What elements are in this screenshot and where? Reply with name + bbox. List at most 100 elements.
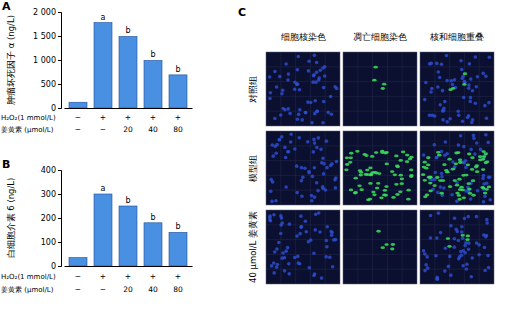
nucleus [430,87,434,91]
apoptotic-cell [442,163,446,166]
apoptotic-cell [390,248,394,251]
y-tick-label: 0 [51,262,56,271]
x-row-value: 80 [173,285,183,294]
nucleus [276,263,280,267]
nucleus [286,246,290,250]
significance-letter: a [101,13,106,22]
nucleus [273,250,277,254]
nucleus [325,245,329,249]
micrograph [266,52,340,126]
nucleus [331,265,335,269]
nucleus [284,156,288,160]
nucleus [474,102,478,106]
apoptotic-cell [349,152,353,155]
micrograph-grid [357,131,358,205]
apoptotic-cell [460,189,464,192]
nucleus [287,262,291,266]
apoptotic-cell [459,186,463,189]
nucleus [325,239,329,243]
nucleus [468,62,472,66]
apoptotic-cell [375,187,379,190]
significance-letter: a [101,184,106,193]
nucleus [488,198,492,202]
apoptotic-cell [426,156,430,159]
apoptotic-cell [428,176,432,179]
nucleus [274,151,278,155]
micrograph-background [420,52,494,126]
nucleus [473,152,477,156]
y-tick-mark [58,218,61,219]
micrograph-grid [420,81,494,82]
nucleus [479,148,483,152]
apoptotic-cell [478,155,482,158]
nucleus [274,199,278,203]
micrograph-background [343,131,417,205]
nucleus [444,140,448,144]
nucleus [422,153,426,157]
micrograph-grid [280,131,281,205]
nucleus [304,111,308,115]
micrograph [266,131,340,205]
nucleus [485,221,489,225]
micrograph-grid [479,131,480,205]
nucleus [453,78,457,82]
nucleus [434,171,438,175]
micrograph-grid [310,210,311,284]
nucleus [312,138,316,142]
apoptotic-cell [368,167,372,170]
x-row-label: 姜黄素 (μmol/L) [1,285,54,294]
nucleus [304,111,308,115]
y-axis-title: 肿瘤坏死因子 α (ng/L) [6,15,16,105]
x-row-value: 40 [148,285,158,294]
nucleus [488,55,492,59]
apoptotic-cell [457,198,461,201]
apoptotic-cell [462,83,466,86]
apoptotic-cell [458,161,462,164]
y-tick-label: 500 [41,80,56,89]
nucleus [299,226,303,230]
apoptotic-cell [428,190,432,193]
apoptotic-cell [380,150,384,153]
panel-label: B [2,158,10,171]
column-header: 凋亡细胞染色 [353,32,407,42]
apoptotic-cell [371,191,375,194]
nucleus [318,69,322,73]
nucleus [448,255,452,259]
y-tick-mark [58,242,61,243]
nucleus [476,75,480,79]
apoptotic-cell [448,185,452,188]
apoptotic-cell [482,155,486,158]
apoptotic-cell [478,159,482,162]
apoptotic-cell [451,87,455,90]
nucleus [460,225,464,229]
nucleus [475,241,479,245]
nucleus [437,70,441,74]
nucleus [284,249,288,253]
nucleus [328,255,332,259]
apoptotic-cell [384,194,388,197]
apoptotic-cell [408,157,412,160]
apoptotic-cell [454,162,458,165]
nucleus [329,230,333,234]
nucleus [273,117,277,121]
nucleus [330,162,334,166]
y-axis-title: 白细胞介素 6 (ng/L) [6,178,16,259]
nucleus [286,107,290,111]
nucleus [286,78,290,82]
chart-0: A05001 0001 5002 000肿瘤坏死因子 α (ng/L)abbbH… [1,0,193,134]
y-tick: 1 500 [33,32,61,41]
nucleus [475,141,479,145]
nucleus [318,230,322,234]
apoptotic-cell [428,176,432,179]
nucleus [310,194,314,198]
apoptotic-cell [372,193,376,196]
row-label: 模型组 [248,155,258,182]
micrograph-grid [343,224,417,225]
nucleus [486,254,490,258]
micrograph-grid [387,210,388,284]
nucleus [437,211,441,215]
micrograph [420,210,494,284]
nucleus [311,175,315,179]
nucleus [296,82,300,86]
apoptotic-cell [475,164,479,167]
